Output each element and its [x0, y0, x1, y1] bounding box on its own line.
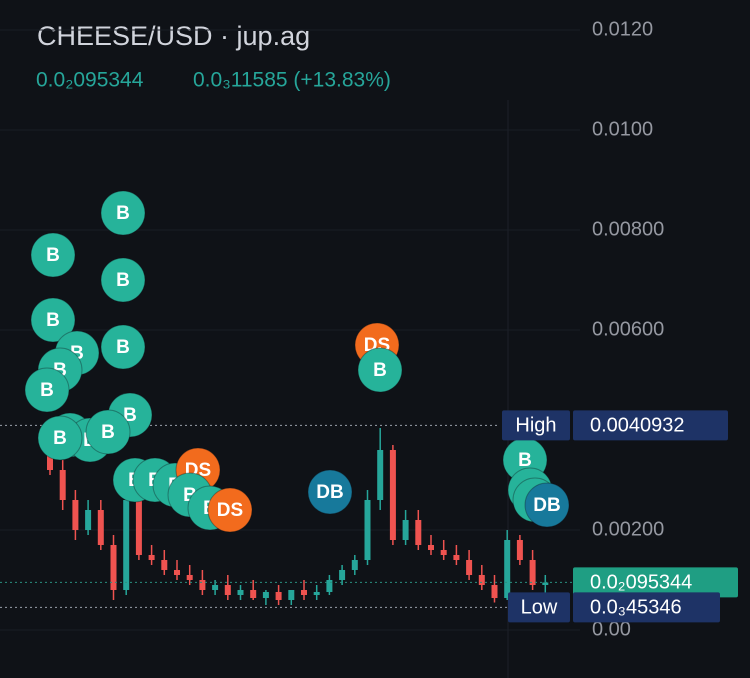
price-label: 0.0₂095344: [590, 572, 692, 594]
marker-label: B: [518, 450, 532, 471]
candle-body: [85, 510, 92, 530]
price-label: 0.0040932: [590, 415, 685, 437]
trade-marker: [100, 324, 146, 370]
candle-body: [326, 580, 333, 592]
trade-marker: [524, 482, 570, 528]
candle-body: [428, 545, 434, 550]
candle-body: [161, 560, 168, 570]
trade-marker: [37, 415, 83, 461]
candle-body: [135, 500, 142, 555]
price: 0.0₂095344: [36, 69, 144, 92]
candle-body: [72, 500, 79, 530]
trade-marker: [357, 347, 403, 393]
candle-body: [466, 560, 473, 575]
marker-label: DS: [217, 500, 243, 521]
candle-body: [237, 590, 244, 595]
tag-box: [508, 592, 570, 623]
candle-body: [288, 590, 295, 600]
candle-body: [453, 555, 460, 560]
price-box: [573, 592, 720, 623]
candle-body: [174, 570, 180, 575]
y-tick-label: 0.0120: [592, 18, 653, 40]
trade-marker: [207, 487, 253, 533]
y-tick-label: 0.0100: [592, 118, 653, 140]
y-tick-label: 0.00: [592, 618, 631, 640]
candle-body: [301, 590, 307, 595]
trade-marker: [307, 469, 353, 515]
marker-label: B: [40, 380, 54, 401]
candle-body: [377, 450, 384, 500]
marker-label: B: [46, 310, 60, 331]
trade-marker: [85, 409, 131, 455]
candle-body: [110, 545, 117, 590]
candle-body: [415, 520, 422, 545]
price-label: 0.0₃45346: [590, 597, 682, 619]
trade-marker: [100, 257, 146, 303]
candle-body: [59, 470, 66, 500]
trade-marker: [100, 190, 146, 236]
change: 0.0₃11585 (+13.83%): [193, 69, 391, 92]
y-tick-label: 0.00800: [592, 218, 664, 240]
marker-label: B: [116, 270, 130, 291]
candle-body: [250, 590, 257, 598]
trade-marker: [30, 232, 76, 278]
candle-body: [351, 560, 358, 570]
price-box: [573, 410, 728, 441]
marker-label: B: [101, 422, 115, 443]
y-tick-label: 0.00200: [592, 518, 664, 540]
candle-body: [148, 555, 155, 560]
candle-body: [440, 550, 447, 555]
candle-body: [262, 592, 269, 598]
y-tick-label: 0.00600: [592, 318, 664, 340]
marker-label: B: [373, 360, 387, 381]
tag-label: Low: [521, 597, 558, 619]
candle-body: [529, 560, 536, 585]
candle-body: [313, 592, 320, 595]
candle-body: [199, 580, 206, 590]
candle-body: [542, 582, 549, 585]
tag-box: [502, 410, 570, 441]
chart-title: CHEESE/USD · jup.ag: [37, 21, 310, 51]
candle-body: [491, 585, 498, 598]
candle-body: [364, 500, 371, 560]
candle-body: [212, 585, 219, 590]
candle-body: [224, 585, 231, 595]
tag-label: High: [515, 415, 556, 437]
candle-body: [97, 510, 104, 545]
marker-label: B: [116, 203, 130, 224]
marker-label: DB: [316, 482, 343, 503]
candle-body: [186, 575, 193, 580]
marker-label: B: [46, 245, 60, 266]
trade-marker: [24, 367, 70, 413]
price-box: [573, 567, 738, 598]
candle-body: [478, 575, 485, 585]
candle-body: [339, 570, 346, 580]
candle-body: [123, 500, 130, 590]
marker-label: DB: [533, 495, 560, 516]
candle-body: [389, 450, 396, 540]
trade-marker: [30, 297, 76, 343]
candle-body: [504, 540, 511, 598]
candle-body: [402, 520, 409, 540]
marker-label: B: [116, 337, 130, 358]
marker-label: B: [53, 428, 67, 449]
candle-body: [275, 592, 282, 600]
candle-body: [516, 540, 523, 560]
